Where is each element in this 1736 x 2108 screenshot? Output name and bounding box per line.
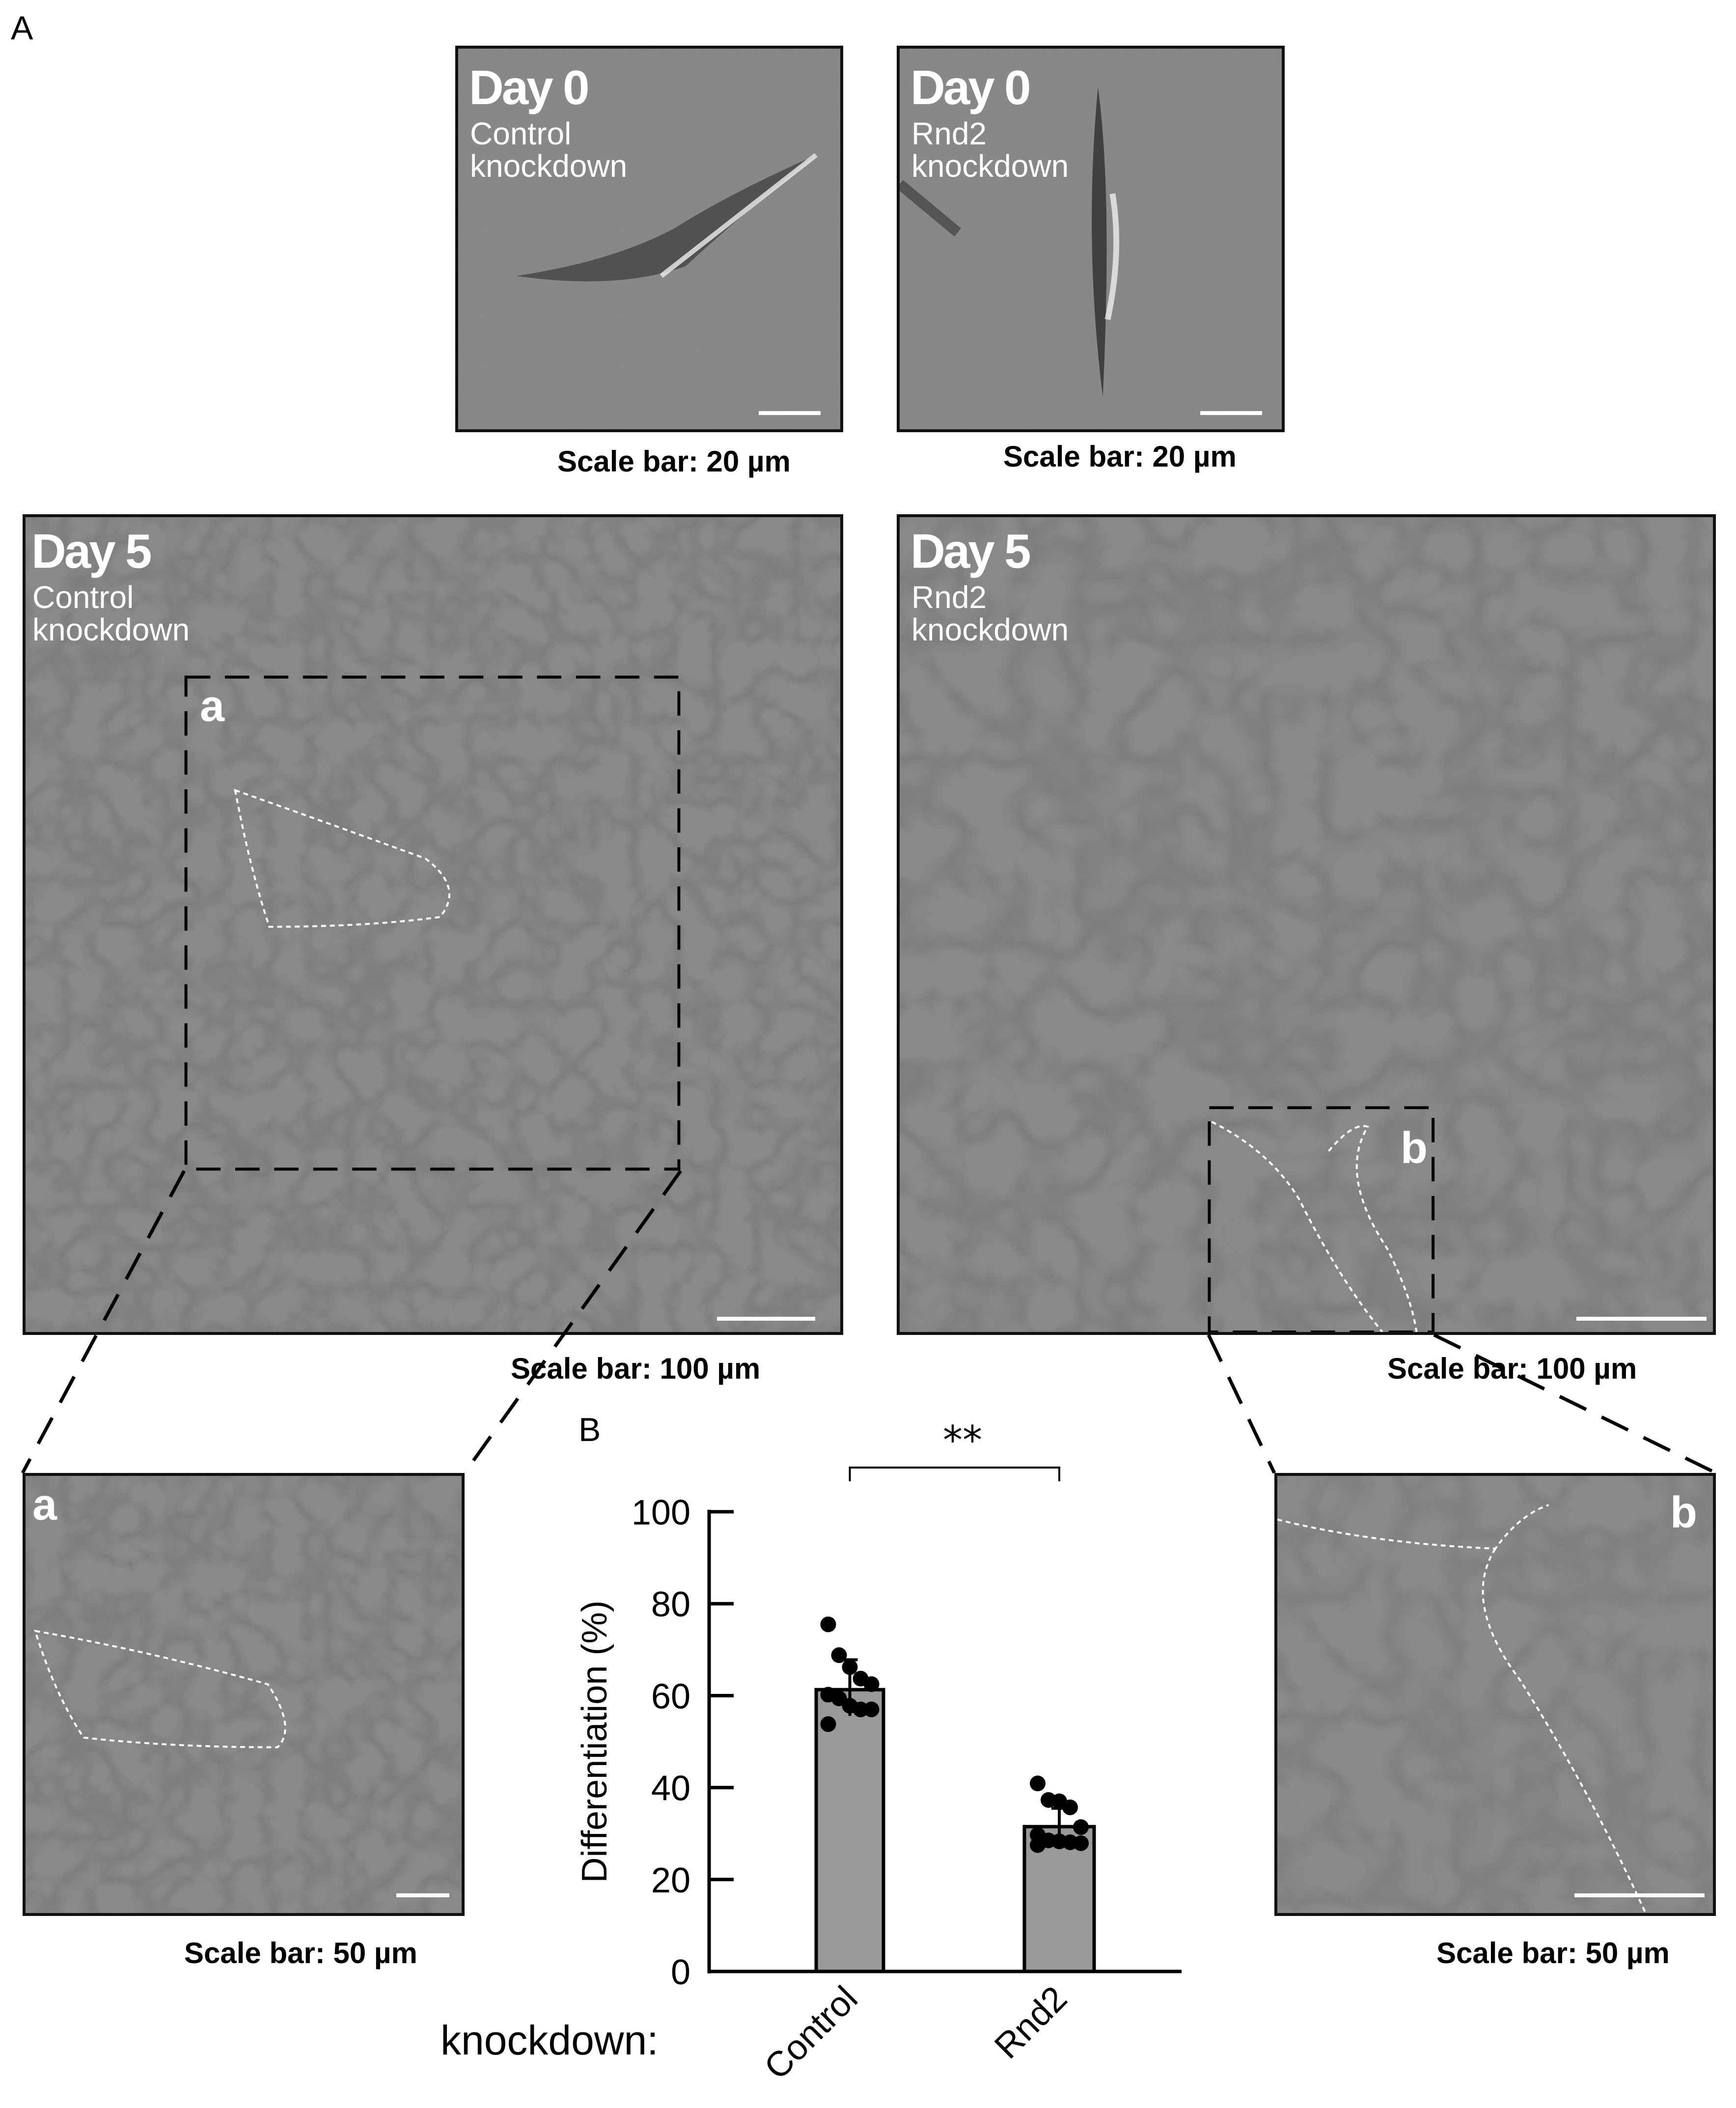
data-point: [1030, 1837, 1046, 1853]
scale-bar: [1574, 1893, 1705, 1897]
panel-b-label: B: [579, 1411, 601, 1448]
x-tick-label: Control: [757, 1979, 865, 2087]
micrograph-texture: [26, 517, 840, 1332]
scale-bar-label: Scale bar: 50 µm: [1436, 1937, 1670, 1969]
scale-bar-label: Scale bar: 20 µm: [1003, 440, 1237, 473]
scale-bar: [717, 1317, 815, 1321]
condition-label: Control knockdown: [470, 116, 628, 184]
micrograph-day5-control: Day 5 Control knockdown a: [23, 514, 843, 1335]
condition-label: Control knockdown: [32, 580, 190, 647]
data-point: [863, 1676, 880, 1692]
scale-bar-label: Scale bar: 50 µm: [184, 1937, 417, 1969]
scale-bar: [1576, 1317, 1707, 1321]
data-point: [1030, 1775, 1046, 1792]
data-point: [820, 1616, 836, 1633]
inset-b-marker: b: [1401, 1124, 1428, 1173]
micrograph-texture: [458, 49, 840, 429]
micrograph-texture: [900, 517, 1713, 1332]
micrograph-day5-rnd2: Day 5 Rnd2 knockdown b: [897, 514, 1716, 1335]
data-point: [842, 1659, 858, 1675]
panel-a-label: A: [11, 9, 33, 47]
condition-label: Rnd2 knockdown: [911, 116, 1069, 184]
y-axis-label: Differentiation (%): [575, 1601, 614, 1883]
data-point: [831, 1647, 847, 1664]
day-label: Day 5: [31, 524, 152, 578]
y-tick-label: 20: [651, 1861, 690, 1900]
y-tick-label: 0: [671, 1953, 690, 1992]
significance-bracket: [849, 1467, 1060, 1481]
micrograph-texture: [26, 1476, 462, 1913]
day-label: Day 0: [910, 60, 1031, 114]
inset-a-marker: a: [200, 682, 225, 731]
micrograph-day0-control: Day 0 Control knockdown: [455, 46, 843, 432]
bar-control: [814, 1688, 885, 1973]
micrograph-inset-b: b: [1274, 1473, 1716, 1916]
y-tick-label: 80: [651, 1585, 690, 1624]
category-axis-prefix: knockdown:: [441, 2017, 659, 2063]
scale-bar-label: Scale bar: 100 µm: [1387, 1352, 1637, 1385]
day-label: Day 0: [469, 60, 590, 114]
inset-label: a: [32, 1480, 57, 1529]
significance-label: **: [943, 1417, 982, 1463]
data-point: [1062, 1799, 1078, 1815]
scale-bar: [759, 411, 821, 415]
x-tick-label: Rnd2: [987, 1979, 1075, 2066]
scale-bar-label: Scale bar: 20 µm: [557, 445, 791, 478]
data-point: [820, 1716, 836, 1732]
y-tick-label: 100: [632, 1493, 690, 1532]
y-tick-label: 40: [651, 1769, 690, 1808]
scale-bar-label: Scale bar: 100 µm: [511, 1352, 761, 1385]
micrograph-texture: [1277, 1476, 1713, 1913]
data-point: [1073, 1819, 1089, 1835]
micrograph-day0-rnd2: Day 0 Rnd2 knockdown: [897, 46, 1285, 432]
y-tick-label: 60: [651, 1677, 690, 1716]
data-point: [853, 1701, 869, 1718]
micrograph-texture: [900, 49, 1282, 429]
day-label: Day 5: [910, 524, 1031, 578]
data-point: [863, 1701, 880, 1718]
micrograph-inset-a: a: [23, 1473, 465, 1916]
data-point: [1073, 1835, 1089, 1851]
scale-bar: [396, 1893, 449, 1897]
inset-label: b: [1670, 1488, 1697, 1537]
condition-label: Rnd2 knockdown: [911, 580, 1069, 647]
scale-bar: [1200, 411, 1262, 415]
